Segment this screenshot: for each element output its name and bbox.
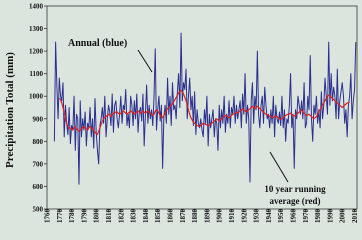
x-tick-label: 1840 — [142, 209, 150, 224]
y-tick-label: 500 — [33, 206, 44, 214]
x-tick-label: 1820 — [117, 209, 125, 224]
x-tick-label: 2000 — [339, 209, 347, 224]
x-tick-label: 1870 — [179, 209, 187, 224]
y-tick-label: 1200 — [29, 48, 44, 56]
x-tick-label: 1970 — [302, 209, 310, 224]
annotation: average (red) — [269, 196, 320, 206]
x-tick-label: 1830 — [130, 209, 138, 224]
x-tick-label: 2010 — [351, 209, 359, 224]
x-tick-label: 1920 — [240, 209, 248, 224]
x-tick-label: 1850 — [154, 209, 162, 224]
x-tick-label: 1960 — [290, 209, 298, 224]
x-tick-label: 1930 — [253, 209, 261, 224]
chart: Precipitation Total (mm) 500 600 700 800 900… — [4, 3, 359, 224]
x-tick-label: 1950 — [277, 209, 285, 224]
x-tick-label: 1760 — [44, 209, 52, 224]
annotation: Annual (blue) — [68, 38, 127, 49]
series-line — [53, 32, 357, 185]
y-tick-label: 1000 — [29, 93, 44, 101]
x-tick-label: 1780 — [68, 209, 76, 224]
y-tick-label: 900 — [33, 115, 44, 123]
x-tick-label: 1810 — [105, 209, 113, 224]
x-tick-label: 1800 — [93, 209, 101, 224]
y-tick-label: 800 — [33, 138, 44, 146]
annotation-pointer — [269, 151, 289, 183]
y-tick-label: 1100 — [29, 70, 43, 78]
x-tick-label: 1980 — [314, 209, 322, 224]
y-tick-label: 1400 — [29, 3, 44, 11]
x-tick-label: 1940 — [265, 209, 273, 224]
x-tick-label: 1990 — [326, 209, 334, 224]
y-tick-label: 1300 — [29, 25, 44, 33]
y-tick-label: 600 — [33, 183, 44, 191]
x-tick-label: 1890 — [203, 209, 211, 224]
annotation-pointer — [137, 49, 153, 73]
x-tick-label: 1910 — [228, 209, 236, 224]
x-tick-label: 1900 — [216, 209, 224, 224]
annotation: 10 year running — [264, 184, 326, 194]
y-tick-label: 700 — [33, 160, 44, 168]
y-axis-title: Precipitation Total (mm) — [4, 52, 16, 168]
series-line — [58, 89, 351, 136]
x-tick-label: 1860 — [167, 209, 175, 224]
x-tick-label: 1770 — [56, 209, 64, 224]
x-tick-label: 1880 — [191, 209, 199, 224]
plot-area — [46, 5, 358, 210]
x-tick-label: 1790 — [80, 209, 88, 224]
